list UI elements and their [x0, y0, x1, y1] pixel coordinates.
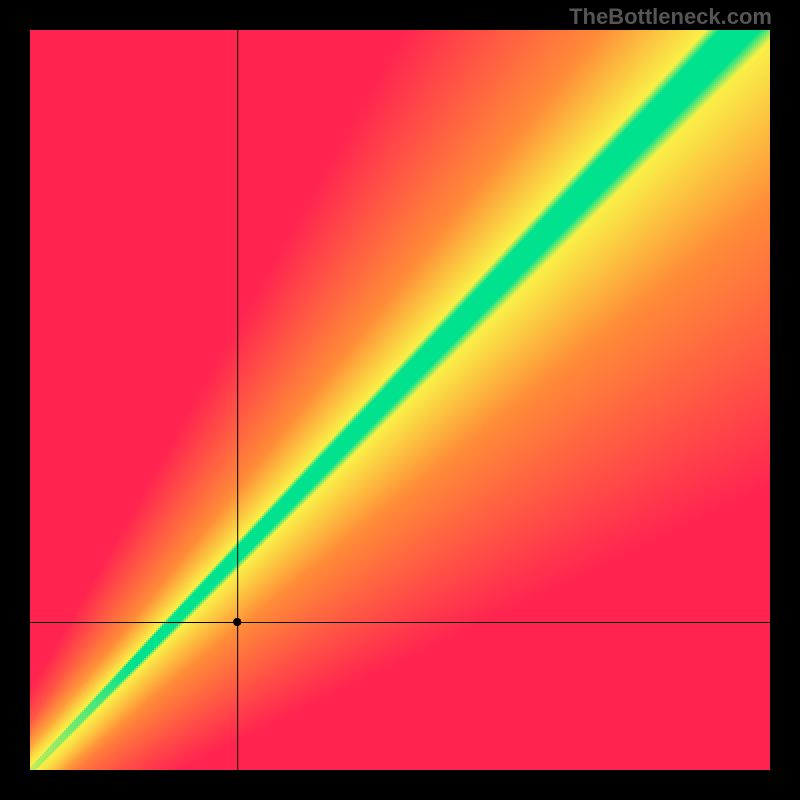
watermark-text: TheBottleneck.com: [569, 4, 772, 30]
heatmap-canvas: [30, 30, 770, 770]
bottleneck-heatmap: [30, 30, 770, 770]
